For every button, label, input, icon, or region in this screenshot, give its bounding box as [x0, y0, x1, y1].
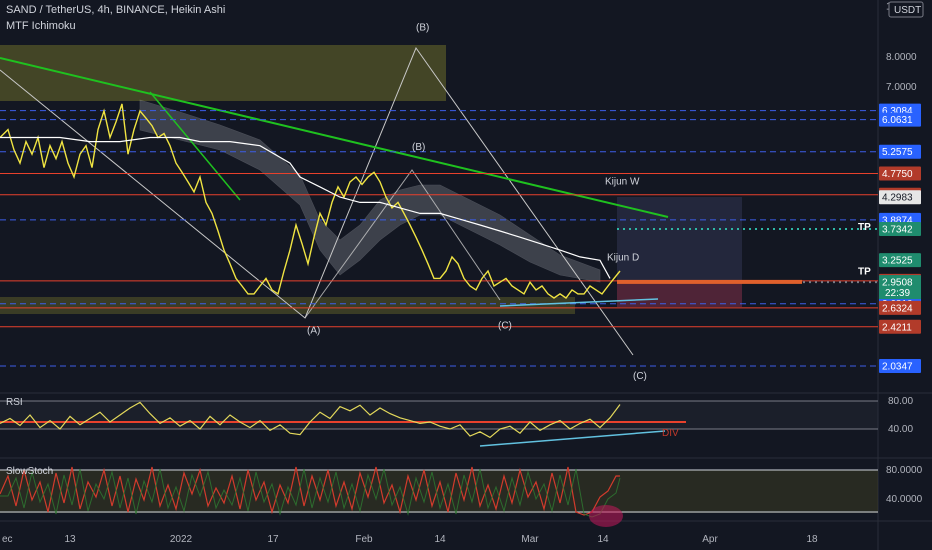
- currency-badge: [888, 1, 924, 18]
- descending-trendline: [0, 57, 669, 218]
- rsi-line: [0, 401, 621, 439]
- chart-annotation: (C): [498, 321, 512, 332]
- resistance-zone: [0, 45, 446, 101]
- support-trendline: [499, 298, 659, 307]
- time-axis-tick: 2022: [170, 534, 193, 545]
- price-series-line: [0, 103, 621, 299]
- chart-annotation: (B): [416, 22, 429, 33]
- stoch-line: [0, 466, 620, 516]
- countdown-label: 22:39: [885, 288, 910, 299]
- price-level-badge: [879, 221, 921, 236]
- trendline-short: [149, 91, 241, 201]
- time-axis-tick: 13: [64, 534, 76, 545]
- stoch-axis-tick: 40.0000: [886, 494, 923, 505]
- price-level-badge: [879, 112, 921, 127]
- stop-box: [617, 283, 742, 307]
- price-level-label: 2.4211: [882, 322, 912, 333]
- price-level-badge: [879, 166, 921, 181]
- price-level-badge: [879, 144, 921, 159]
- chart-title: SAND / TetherUS, 4h, BINANCE, Heikin Ash…: [6, 4, 226, 16]
- time-axis-tick: 14: [597, 534, 609, 545]
- rsi-divergence-line: [479, 430, 666, 447]
- price-level-badge: [879, 275, 921, 290]
- stoch-axis-tick: 80.0000: [886, 465, 923, 476]
- time-axis-tick: Feb: [355, 534, 373, 545]
- price-level-badge: [879, 300, 921, 315]
- price-level-label: 5.2575: [882, 147, 913, 158]
- chart-annotation: Kijun D: [607, 252, 639, 263]
- chart-annotation: TP: [858, 222, 871, 233]
- stoch-pane-label: SlowStoch: [6, 466, 54, 477]
- rsi-div-label: DIV: [662, 428, 679, 439]
- time-axis-tick: 18: [806, 534, 818, 545]
- time-axis-tick: ec: [2, 534, 13, 545]
- rsi-axis-tick: 40.00: [888, 424, 913, 435]
- indicator-label: MTF Ichimoku: [6, 20, 76, 32]
- chart-annotation: Kijun W: [605, 176, 640, 187]
- price-level-label: 4.7750: [882, 169, 913, 180]
- price-level-label: 4.2983: [882, 193, 913, 204]
- current-price-bar: [617, 279, 802, 284]
- chart-annotation: (B): [412, 142, 425, 153]
- chart-annotation: (A): [307, 325, 320, 336]
- price-level-badge: [879, 319, 921, 334]
- time-axis-tick: 14: [434, 534, 446, 545]
- time-axis-tick: Apr: [702, 534, 718, 545]
- price-series-line: [0, 136, 611, 279]
- rsi-pane-label: RSI: [6, 397, 23, 408]
- rsi-axis-tick: 80.00: [888, 396, 913, 407]
- price-level-label: 3.8874: [882, 215, 913, 226]
- ichimoku-cloud: [139, 99, 601, 283]
- currency-label: USDT: [894, 5, 921, 16]
- price-axis-tick: 8.0000: [886, 52, 917, 63]
- time-axis-tick: Mar: [521, 534, 539, 545]
- price-axis-tick: 7.0000: [886, 82, 917, 93]
- countdown-badge: [879, 286, 921, 300]
- price-level-label: 3.7342: [882, 224, 913, 235]
- chart-annotation: TP: [858, 267, 871, 278]
- price-level-label: 6.3084: [882, 106, 913, 117]
- price-level-badge: [879, 253, 921, 268]
- price-level-label: 3.2525: [882, 256, 913, 267]
- rsi-band: [0, 401, 878, 429]
- price-level-badge: [879, 190, 921, 205]
- support-zone: [0, 297, 575, 314]
- price-level-label: 6.0631: [882, 115, 913, 126]
- chart-annotation: (C): [633, 371, 647, 382]
- stoch-signal-line: [0, 468, 621, 518]
- wave-lines-inner: [304, 169, 501, 319]
- price-level-badge: [879, 359, 921, 373]
- time-axis-tick: 17: [267, 534, 279, 545]
- price-level-label: 2.0347: [882, 362, 913, 373]
- price-level-label: 2.9508: [882, 278, 913, 289]
- stoch-band: [0, 470, 878, 513]
- price-level-label: 2.6324: [882, 303, 913, 314]
- stoch-highlight: [589, 505, 623, 527]
